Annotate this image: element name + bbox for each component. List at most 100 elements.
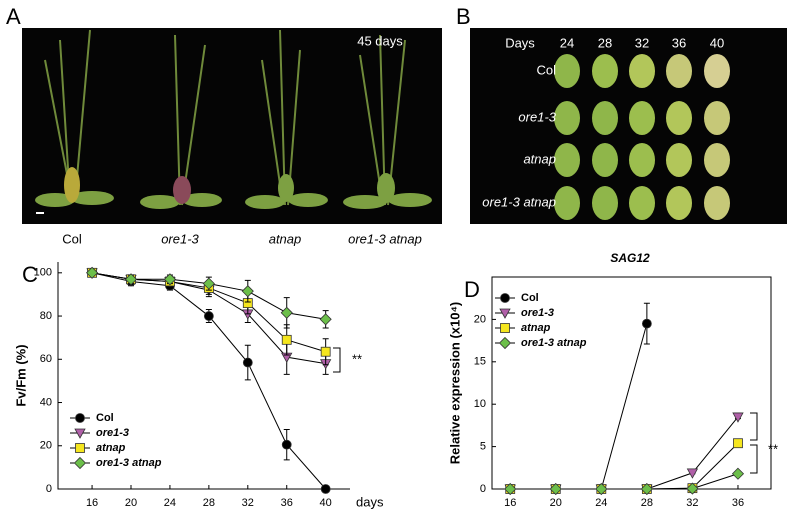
panel-letter: A <box>6 4 21 29</box>
y-axis-label: Relative expression (x10⁴) <box>447 302 462 465</box>
leaf <box>629 143 655 177</box>
marker <box>320 346 331 357</box>
genotype-label: atnap <box>269 231 302 246</box>
x-tick-label: 28 <box>641 497 653 509</box>
plant-photo <box>22 28 442 224</box>
leaf <box>554 101 580 135</box>
leaf <box>592 186 618 220</box>
day-label: 24 <box>560 35 574 50</box>
leaf <box>629 101 655 135</box>
row-label: ore1-3 atnap <box>482 194 556 209</box>
days-header: Days <box>505 35 535 50</box>
legend-marker <box>73 456 87 470</box>
panel-letter: B <box>456 4 471 29</box>
axis <box>491 276 772 490</box>
marker <box>686 482 699 495</box>
leaf <box>629 186 655 220</box>
x-tick-label: 16 <box>504 497 516 509</box>
marker <box>124 273 138 286</box>
y-tick-label: 40 <box>40 396 52 408</box>
legend-label: Col <box>96 412 114 424</box>
leaf <box>629 54 655 88</box>
x-tick-label: 24 <box>164 497 176 509</box>
marker <box>731 467 745 480</box>
legend-marker <box>498 336 512 350</box>
y-tick-label: 100 <box>34 267 52 279</box>
legend-marker <box>75 413 85 423</box>
day-label: 36 <box>672 35 686 50</box>
leaf <box>704 143 730 177</box>
marker <box>281 439 292 450</box>
x-tick-label: 40 <box>320 497 332 509</box>
legend-label: ore1-3 atnap <box>96 457 162 469</box>
day-label: 28 <box>598 35 612 50</box>
x-tick-label: 32 <box>242 497 254 509</box>
leaf <box>554 143 580 177</box>
y-tick-label: 0 <box>480 483 486 495</box>
leaf <box>704 101 730 135</box>
leaf <box>666 186 692 220</box>
annotation: ** <box>352 351 362 366</box>
x-tick-label: 32 <box>686 497 698 509</box>
marker <box>86 266 99 279</box>
x-tick-label: 24 <box>595 497 607 509</box>
y-tick-label: 15 <box>474 356 486 368</box>
x-tick-label: 20 <box>125 497 137 509</box>
y-tick-label: 20 <box>40 440 52 452</box>
y-axis-label: Fv/Fm (%) <box>13 344 28 406</box>
legend-label: atnap <box>521 322 551 334</box>
legend-label: ore1-3 <box>521 307 554 319</box>
marker <box>686 468 699 479</box>
marker <box>595 482 608 496</box>
marker <box>549 482 562 496</box>
leaf-photo <box>470 28 787 224</box>
marker <box>281 334 292 345</box>
series-line <box>510 416 739 490</box>
leaf <box>666 54 692 88</box>
legend-marker <box>74 428 86 439</box>
legend-marker <box>500 323 510 333</box>
significance-bracket <box>333 347 341 373</box>
legend-label: atnap <box>96 442 126 454</box>
x-tick-label: 28 <box>203 497 215 509</box>
legend-marker <box>499 308 511 319</box>
genotype-label: ore1-3 <box>161 231 199 246</box>
marker <box>280 306 293 319</box>
row-label: Col <box>536 62 556 77</box>
marker <box>504 482 517 496</box>
legend-label: ore1-3 atnap <box>521 337 587 349</box>
leaf <box>704 54 730 88</box>
y-tick-label: 20 <box>474 313 486 325</box>
series-line <box>510 473 739 490</box>
y-tick-label: 0 <box>46 483 52 495</box>
axis <box>57 262 350 490</box>
age-label: 45 days <box>357 33 403 48</box>
day-label: 32 <box>635 35 649 50</box>
chart-title: SAG12 <box>610 251 650 265</box>
y-tick-label: 5 <box>480 441 486 453</box>
leaf <box>666 101 692 135</box>
panel-letter: C <box>22 262 38 287</box>
legend-marker <box>75 443 85 453</box>
series-line <box>510 442 739 490</box>
marker <box>202 277 215 290</box>
marker <box>320 484 331 494</box>
marker <box>640 482 653 496</box>
leaf <box>554 54 580 88</box>
marker <box>641 318 652 329</box>
row-label: ore1-3 <box>518 109 556 124</box>
legend-marker <box>500 293 510 303</box>
leaf <box>592 143 618 177</box>
marker <box>203 311 214 321</box>
x-tick-label: 16 <box>86 497 98 509</box>
annotation: ** <box>768 441 778 456</box>
x-tick-label: 20 <box>550 497 562 509</box>
marker <box>242 357 253 368</box>
day-label: 40 <box>710 35 724 50</box>
marker <box>732 412 744 423</box>
legend-label: Col <box>521 292 539 304</box>
significance-bracket <box>750 412 758 474</box>
marker <box>733 438 743 449</box>
leaf <box>592 54 618 88</box>
